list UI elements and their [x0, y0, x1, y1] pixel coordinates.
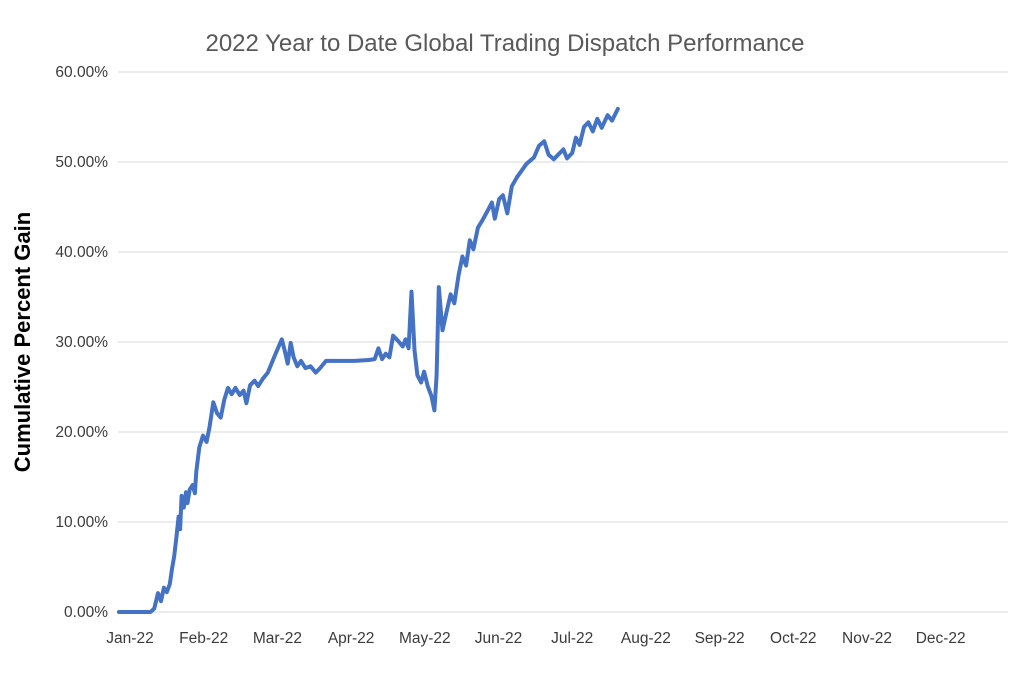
x-tick-label: Jul-22 [551, 630, 593, 647]
x-tick-label: Jan-22 [106, 630, 153, 647]
y-tick-label: 40.00% [55, 244, 108, 261]
y-tick-label: 20.00% [55, 424, 108, 441]
x-tick-label: Oct-22 [770, 630, 817, 647]
y-tick-label: 0.00% [64, 604, 108, 621]
x-tick-label: Jun-22 [475, 630, 522, 647]
x-tick-label: Apr-22 [328, 630, 375, 647]
x-tick-label: Mar-22 [253, 630, 302, 647]
x-tick-label: Feb-22 [179, 630, 228, 647]
y-tick-label: 30.00% [55, 334, 108, 351]
x-tick-label: Dec-22 [916, 630, 966, 647]
chart-title: 2022 Year to Date Global Trading Dispatc… [205, 30, 804, 57]
y-axis-title: Cumulative Percent Gain [10, 212, 35, 472]
series-line [116, 106, 620, 614]
x-tick-label: Aug-22 [621, 630, 671, 647]
x-tick-label: Nov-22 [842, 630, 892, 647]
x-tick-label: May-22 [399, 630, 451, 647]
y-tick-label: 60.00% [55, 64, 108, 81]
y-tick-label: 10.00% [55, 514, 108, 531]
x-tick-label: Sep-22 [695, 630, 745, 647]
y-tick-label: 50.00% [55, 154, 108, 171]
gridlines-layer [118, 71, 1008, 613]
series-layer [116, 106, 620, 614]
tick-labels-layer: 0.00% 10.00% 20.00% 30.00% 40.00% 50.00% 60.00… [55, 64, 965, 647]
